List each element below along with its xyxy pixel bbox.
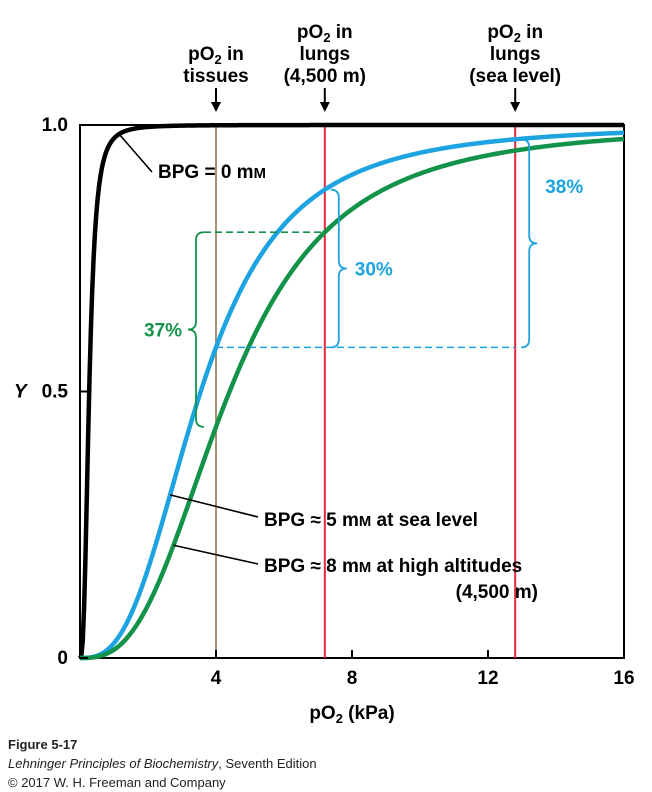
green-bracket [187, 231, 205, 428]
bpg8-leader [173, 544, 259, 565]
y-tick-label-2: 1.0 [42, 115, 68, 136]
y-tick-label-0: 0 [57, 648, 68, 669]
reference-label-0-line-1: tissues [183, 66, 248, 87]
x-tick-label-2: 12 [477, 668, 498, 689]
x-tick-label-1: 8 [347, 668, 358, 689]
bpg5-leader [169, 494, 259, 518]
figure-number: Figure 5-17 [8, 737, 78, 752]
curve-series-0 [78, 122, 625, 660]
bpg5-label: BPG ≈ 5 mM at sea level [264, 510, 478, 531]
bpg0-leader [118, 133, 153, 173]
book-title: Lehninger Principles of Biochemistry [8, 756, 219, 771]
figure-caption: Figure 5-17 Lehninger Principles of Bioc… [8, 735, 317, 792]
y-tick-label-1: 0.5 [42, 382, 69, 403]
bpg0-label: BPG = 0 mM [158, 162, 266, 183]
green-delta-label: 37% [144, 321, 182, 342]
reference-arrow-head-2 [510, 102, 521, 112]
blue-delta-altitude-label: 30% [355, 260, 393, 281]
x-tick-label-0: 4 [211, 668, 222, 689]
reference-label-2-line-0: pO2 in [487, 22, 543, 45]
curve-series-2 [79, 136, 625, 661]
reference-label-1-line-0: pO2 in [297, 22, 353, 45]
blue-delta-sea-level-label: 38% [545, 177, 583, 198]
reference-arrow-head-1 [319, 102, 330, 112]
reference-label-2-line-1: lungs [490, 44, 541, 65]
x-axis-label: pO2 (kPa) [309, 703, 394, 726]
book-edition: , Seventh Edition [218, 756, 317, 771]
book-citation: Lehninger Principles of Biochemistry, Se… [8, 754, 317, 773]
reference-arrow-head-0 [211, 102, 221, 112]
reference-label-1-line-1: lungs [299, 44, 350, 65]
reference-label-0-line-0: pO2 in [188, 44, 244, 67]
blue-bracket-sea-level [521, 138, 538, 349]
curve-series-1 [79, 130, 625, 661]
bpg8-label-line2: (4,500 m) [456, 582, 538, 603]
x-tick-label-3: 16 [613, 668, 634, 689]
reference-label-2-line-2: (sea level) [469, 66, 561, 87]
copyright: © 2017 W. H. Freeman and Company [8, 775, 226, 790]
reference-label-1-line-2: (4,500 m) [284, 66, 366, 87]
bpg8-label: BPG ≈ 8 mM at high altitudes [264, 556, 522, 577]
y-axis-label: Y [14, 382, 29, 403]
blue-bracket-altitude [330, 188, 347, 349]
